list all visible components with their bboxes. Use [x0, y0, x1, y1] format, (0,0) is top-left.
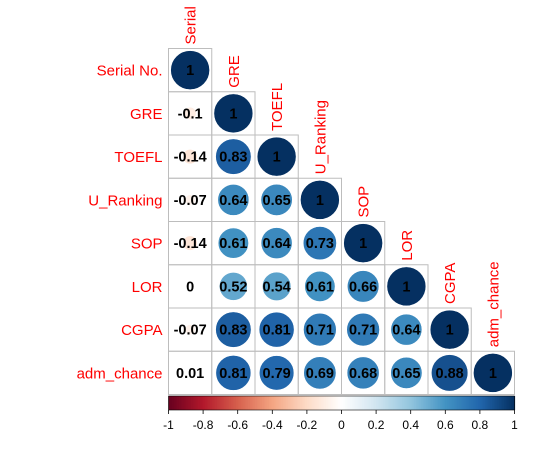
corr-value: -0.14 [174, 236, 207, 252]
corr-value: 0 [186, 279, 194, 295]
corr-value: 0.81 [263, 323, 291, 339]
colorbar-tick-label: -0.6 [227, 418, 248, 432]
row-label: U_Ranking [88, 192, 162, 209]
corr-value: 1 [316, 193, 324, 209]
corr-value: 0.64 [219, 193, 247, 209]
colorbar-tick-label: 0.4 [402, 418, 419, 432]
column-label: LOR [399, 230, 416, 261]
corr-value: -0.1 [178, 106, 203, 122]
corr-value: 0.81 [219, 366, 247, 382]
row-label: LOR [132, 279, 163, 296]
corr-value: 0.69 [306, 366, 334, 382]
row-label: TOEFL [114, 149, 162, 166]
row-label: CGPA [121, 322, 162, 339]
column-label: Serial [183, 6, 200, 44]
colorbar: -1 -0.8 -0.6 -0.4 -0.2 0 0.2 0.4 0.6 0.8 1 [163, 396, 518, 432]
colorbar-tick-label: -0.8 [193, 418, 214, 432]
corr-value: 0.61 [219, 236, 247, 252]
corr-value: 0.79 [263, 366, 291, 382]
corr-value: 0.66 [349, 279, 377, 295]
corr-value: 1 [402, 279, 410, 295]
column-label: adm_chance [485, 261, 502, 347]
corr-value: 0.64 [263, 236, 291, 252]
corr-value: 0.88 [436, 366, 464, 382]
colorbar-tick-label: 0.2 [368, 418, 385, 432]
corr-value: 1 [186, 63, 194, 79]
colorbar-tick-label: -0.2 [297, 418, 318, 432]
corr-value: 0.64 [392, 323, 420, 339]
column-label: TOEFL [269, 83, 286, 131]
row-labels: Serial No. GRE TOEFL U_Ranking SOP LOR CGPA adm… [77, 63, 163, 383]
corr-value: 0.61 [306, 279, 334, 295]
corr-value: 0.01 [176, 366, 204, 382]
corr-value: 1 [446, 323, 454, 339]
corr-value: 1 [359, 236, 367, 252]
corr-value: 0.73 [306, 236, 334, 252]
row-label: SOP [131, 236, 163, 253]
column-label: SOP [356, 186, 373, 218]
row-label: GRE [130, 106, 163, 123]
column-label: U_Ranking [312, 100, 329, 174]
row-label: adm_chance [77, 365, 163, 382]
colorbar-tick-label: 1 [511, 418, 518, 432]
colorbar-tick-label: 0.8 [472, 418, 489, 432]
colorbar-tick-label: -0.4 [262, 418, 283, 432]
colorbar-tick-label: -1 [163, 418, 174, 432]
corr-value: 0.68 [349, 366, 377, 382]
colorbar-tick-label: 0.6 [437, 418, 454, 432]
corr-value: 0.71 [349, 323, 377, 339]
corr-value: 0.83 [219, 150, 247, 166]
corr-value: -0.07 [174, 323, 207, 339]
column-label: CGPA [442, 263, 459, 304]
corr-value: -0.14 [174, 150, 207, 166]
corr-value: 0.65 [263, 193, 291, 209]
corr-value: 0.83 [219, 323, 247, 339]
corr-value: 0.52 [219, 279, 247, 295]
corr-value: 0.71 [306, 323, 334, 339]
corr-value: 1 [273, 150, 281, 166]
corr-value: -0.07 [174, 193, 207, 209]
column-label: GRE [226, 55, 243, 88]
corr-value: 1 [229, 106, 237, 122]
colorbar-tick-label: 0 [338, 418, 345, 432]
corr-value: 0.54 [263, 279, 291, 295]
row-label: Serial No. [97, 63, 163, 80]
corr-value: 0.65 [392, 366, 420, 382]
corr-value: 1 [489, 366, 497, 382]
